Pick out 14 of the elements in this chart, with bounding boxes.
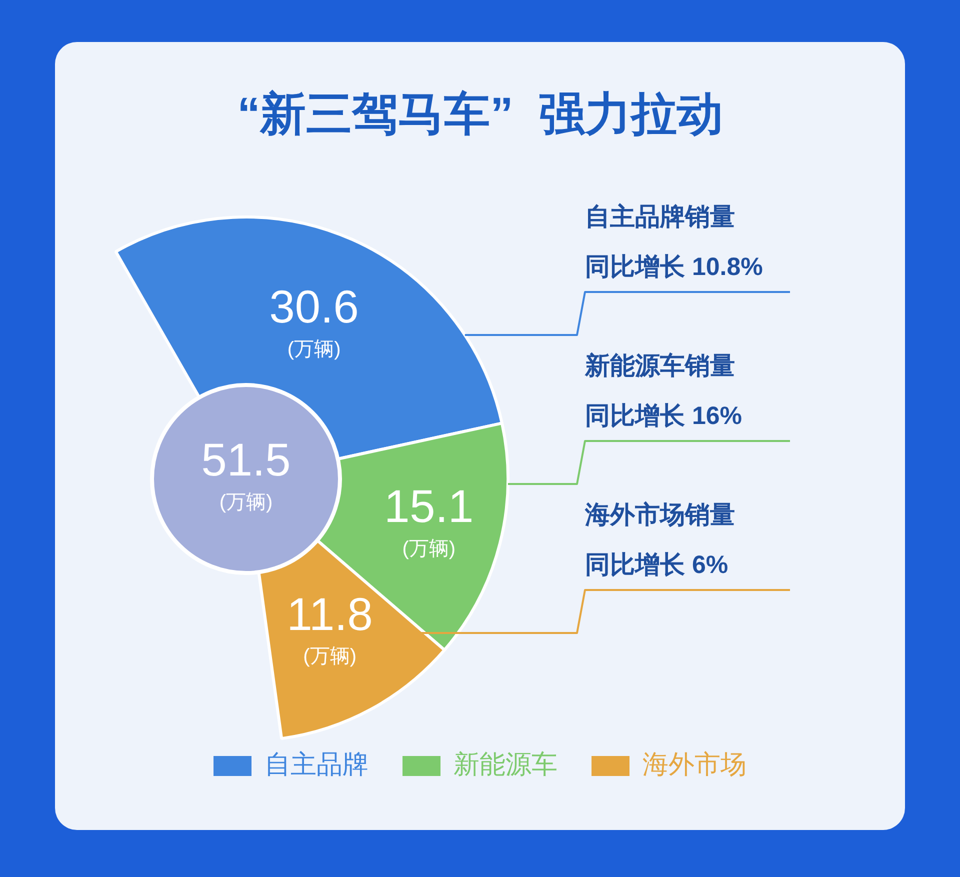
text: 同比增长 6% xyxy=(585,550,728,579)
data-label: 15.1 (万辆) xyxy=(384,480,474,560)
text: 新能源车销量 xyxy=(584,352,735,380)
data-label: 30.6 (万辆) xyxy=(269,280,359,360)
text: 同比增长 10.8% xyxy=(585,252,763,281)
text: 海外市场销量 xyxy=(584,500,735,529)
legend-label: 新能源车 xyxy=(454,749,558,780)
text: 自主品牌销量 xyxy=(585,202,735,231)
text: 同比增长 16% xyxy=(585,402,742,430)
legend-label: 海外市场 xyxy=(642,749,746,780)
text: 51.5 (万辆) xyxy=(201,434,291,514)
chart-title: “新三驾马车” 强力拉动 xyxy=(237,87,723,140)
data-label: 11.8 (万辆) xyxy=(286,588,373,668)
legend-label: 自主品牌 xyxy=(264,749,368,780)
